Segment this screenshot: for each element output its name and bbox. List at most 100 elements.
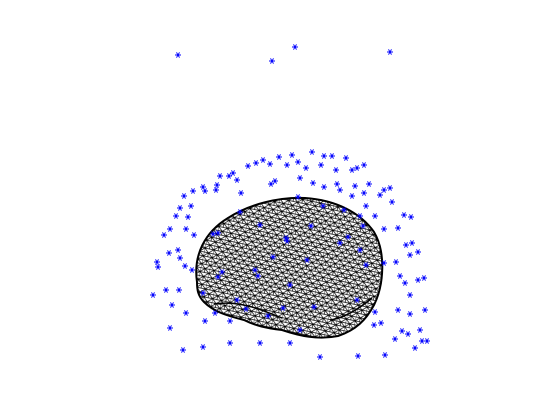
sensor-marker — [352, 183, 358, 189]
sensor-marker — [287, 340, 293, 346]
sensor-marker — [392, 336, 398, 342]
sensor-marker — [181, 193, 187, 199]
sensor-marker — [200, 184, 206, 190]
sensor-marker — [270, 254, 276, 260]
sensor-marker — [402, 280, 408, 286]
sensor-marker — [407, 252, 413, 258]
sensor-marker — [257, 222, 263, 228]
sensor-marker — [182, 263, 188, 269]
sensor-marker — [407, 292, 413, 298]
sensor-marker — [245, 163, 251, 169]
sensor-marker — [337, 187, 343, 193]
sensor-marker — [150, 292, 156, 298]
sensor-marker — [234, 177, 240, 183]
sensor-marker — [310, 180, 316, 186]
sensor-marker — [412, 345, 418, 351]
sensor-marker — [393, 259, 399, 265]
sensor-marker — [219, 269, 225, 275]
sensor-marker — [234, 297, 240, 303]
sensor-marker — [284, 162, 290, 168]
sensor-marker — [387, 185, 393, 191]
sensor-marker — [177, 205, 183, 211]
sensor-marker — [363, 262, 369, 268]
sensor-marker — [371, 322, 377, 328]
sensor-marker — [399, 328, 405, 334]
sensor-marker — [408, 214, 414, 220]
sensor-marker — [189, 267, 195, 273]
sensor-marker — [175, 52, 181, 58]
sensor-marker — [272, 178, 278, 184]
sensor-marker — [377, 192, 383, 198]
sensor-marker — [161, 232, 167, 238]
sensor-marker — [354, 297, 360, 303]
sensor-marker — [357, 247, 363, 253]
sensor-marker — [213, 187, 219, 193]
sensor-marker — [321, 184, 327, 190]
sensor-marker — [257, 340, 263, 346]
sensor-marker — [355, 353, 361, 359]
sensor-marker — [163, 287, 169, 293]
sensor-marker — [255, 273, 261, 279]
sensor-marker — [297, 327, 303, 333]
sensor-marker — [238, 190, 244, 196]
sensor-marker — [267, 161, 273, 167]
sensor-marker — [320, 203, 326, 209]
sensor-marker — [237, 209, 243, 215]
sensor-marker — [280, 305, 286, 311]
sensor-marker — [183, 226, 189, 232]
sensor-marker — [185, 214, 191, 220]
sensor-marker — [417, 327, 423, 333]
brain-mesh — [195, 196, 384, 339]
sensor-marker — [401, 212, 407, 218]
sensor-marker — [405, 331, 411, 337]
sensor-marker — [166, 250, 172, 256]
sensor-marker — [349, 193, 355, 199]
sensor-marker — [318, 162, 324, 168]
sensor-marker — [217, 173, 223, 179]
sensor-marker — [389, 199, 395, 205]
sensor-marker — [243, 306, 249, 312]
sensor-marker — [343, 155, 349, 161]
sensor-marker — [215, 230, 221, 236]
sensor-marker — [360, 223, 366, 229]
sensor-marker — [227, 340, 233, 346]
sensor-marker — [176, 287, 182, 293]
sensor-marker — [334, 181, 340, 187]
sensor-marker — [276, 154, 282, 160]
sensor-marker — [212, 310, 218, 316]
sensor-marker — [409, 240, 415, 246]
sensor-marker — [382, 352, 388, 358]
sensor-marker — [167, 325, 173, 331]
sensor-marker — [265, 313, 271, 319]
sensor-marker — [227, 318, 233, 324]
sensor-marker — [381, 260, 387, 266]
sensor-marker — [202, 188, 208, 194]
sensor-marker — [252, 267, 258, 273]
sensor-marker — [191, 232, 197, 238]
sensor-marker — [295, 159, 301, 165]
sensor-marker — [215, 274, 221, 280]
sensor-marker — [341, 207, 347, 213]
sensor-marker — [190, 188, 196, 194]
sensor-marker — [308, 223, 314, 229]
sensor-marker — [200, 344, 206, 350]
sensor-marker — [253, 160, 259, 166]
sensor-marker — [421, 275, 427, 281]
sensor-points — [150, 44, 430, 360]
sensor-marker — [297, 175, 303, 181]
sensor-marker — [154, 259, 160, 265]
sensor-marker — [230, 170, 236, 176]
sensor-marker — [333, 167, 339, 173]
brain-fold — [213, 297, 373, 321]
sensor-marker — [155, 264, 161, 270]
sensor-marker — [387, 49, 393, 55]
sensor-marker — [381, 226, 387, 232]
sensor-marker — [210, 231, 216, 237]
sensor-marker — [415, 277, 421, 283]
sensor-marker — [175, 247, 181, 253]
sensor-marker — [381, 187, 387, 193]
sensor-marker — [422, 307, 428, 313]
sensor-marker — [329, 153, 335, 159]
sensor-marker — [295, 194, 301, 200]
sensor-marker — [407, 311, 413, 317]
